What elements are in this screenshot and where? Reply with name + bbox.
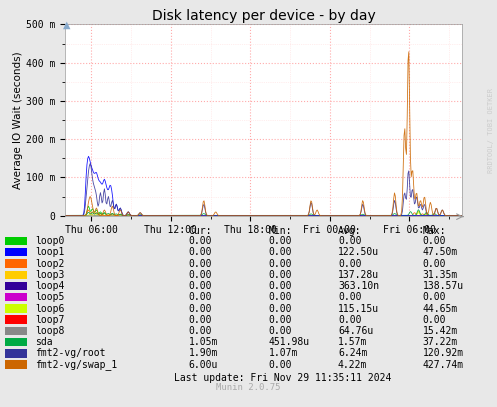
Bar [5,360,27,369]
Text: 0.00: 0.00 [268,270,292,280]
Text: Last update: Fri Nov 29 11:35:11 2024: Last update: Fri Nov 29 11:35:11 2024 [174,373,391,383]
Bar [5,248,27,256]
Text: 0.00: 0.00 [422,258,446,269]
Text: 0.00: 0.00 [338,315,361,325]
Text: fmt2-vg/root: fmt2-vg/root [35,348,105,359]
Text: 0.00: 0.00 [268,326,292,336]
Text: Avg:: Avg: [338,226,361,236]
Text: 0.00: 0.00 [268,315,292,325]
Text: 122.50u: 122.50u [338,247,379,257]
Bar [5,349,27,358]
Text: 0.00: 0.00 [189,258,212,269]
Text: 4.22m: 4.22m [338,360,367,370]
Text: 0.00: 0.00 [338,258,361,269]
Text: 0.00: 0.00 [338,292,361,302]
Text: 0.00: 0.00 [268,360,292,370]
Text: 427.74m: 427.74m [422,360,464,370]
Text: 1.05m: 1.05m [189,337,218,347]
Text: Min:: Min: [268,226,292,236]
Text: 44.65m: 44.65m [422,304,458,313]
Bar [5,338,27,346]
Text: 0.00: 0.00 [268,258,292,269]
Bar [5,237,27,245]
Text: 0.00: 0.00 [189,281,212,291]
Y-axis label: Average IO Wait (seconds): Average IO Wait (seconds) [13,51,23,189]
Text: sda: sda [35,337,52,347]
Text: 0.00: 0.00 [189,326,212,336]
Text: 1.57m: 1.57m [338,337,367,347]
Text: loop2: loop2 [35,258,64,269]
Text: 115.15u: 115.15u [338,304,379,313]
Text: 1.07m: 1.07m [268,348,298,359]
Text: fmt2-vg/swap_1: fmt2-vg/swap_1 [35,359,117,370]
Text: 120.92m: 120.92m [422,348,464,359]
Text: loop5: loop5 [35,292,64,302]
Text: 6.24m: 6.24m [338,348,367,359]
Text: loop8: loop8 [35,326,64,336]
Text: 0.00: 0.00 [189,292,212,302]
Text: 0.00: 0.00 [422,292,446,302]
Text: Cur:: Cur: [189,226,212,236]
Text: 15.42m: 15.42m [422,326,458,336]
Bar [5,259,27,268]
Text: 31.35m: 31.35m [422,270,458,280]
Bar [5,282,27,290]
Text: 0.00: 0.00 [338,236,361,246]
Text: RRDTOOL/ TOBI OETKER: RRDTOOL/ TOBI OETKER [488,88,494,173]
Bar [5,271,27,279]
Bar [5,304,27,313]
Text: 0.00: 0.00 [189,247,212,257]
Bar [5,293,27,302]
Text: 0.00: 0.00 [422,315,446,325]
Text: 0.00: 0.00 [268,281,292,291]
Text: 64.76u: 64.76u [338,326,373,336]
Bar [5,327,27,335]
Text: 0.00: 0.00 [189,315,212,325]
Text: 0.00: 0.00 [189,270,212,280]
Text: 363.10n: 363.10n [338,281,379,291]
Text: 47.50m: 47.50m [422,247,458,257]
Text: Max:: Max: [422,226,446,236]
Text: 0.00: 0.00 [189,236,212,246]
Text: loop6: loop6 [35,304,64,313]
Title: Disk latency per device - by day: Disk latency per device - by day [152,9,375,23]
Text: 138.57u: 138.57u [422,281,464,291]
Text: 0.00: 0.00 [268,292,292,302]
Text: loop7: loop7 [35,315,64,325]
Text: 137.28u: 137.28u [338,270,379,280]
Text: loop3: loop3 [35,270,64,280]
Text: Munin 2.0.75: Munin 2.0.75 [216,383,281,392]
Text: 37.22m: 37.22m [422,337,458,347]
Text: 6.00u: 6.00u [189,360,218,370]
Text: 451.98u: 451.98u [268,337,310,347]
Text: ▲: ▲ [63,20,71,30]
Text: 0.00: 0.00 [268,236,292,246]
Text: loop0: loop0 [35,236,64,246]
Text: 0.00: 0.00 [268,247,292,257]
Text: 0.00: 0.00 [189,304,212,313]
Text: loop1: loop1 [35,247,64,257]
Text: loop4: loop4 [35,281,64,291]
Text: 0.00: 0.00 [268,304,292,313]
Bar [5,315,27,324]
Text: 0.00: 0.00 [422,236,446,246]
Text: 1.90m: 1.90m [189,348,218,359]
